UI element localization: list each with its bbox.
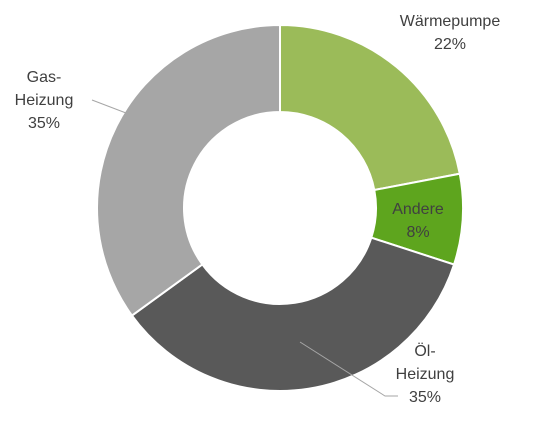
category-label: Gas- Heizung (15, 69, 74, 109)
label-line: Gas- (27, 69, 62, 86)
value-label: 22% (434, 36, 466, 53)
donut-slice (130, 236, 456, 392)
leader-line (299, 341, 398, 397)
value-label: 35% (409, 389, 441, 406)
label-line: Heizung (396, 366, 455, 383)
label-line: Andere (392, 201, 444, 218)
category-label: Andere (392, 201, 444, 218)
value-label: 8% (406, 224, 429, 241)
leader-line (91, 99, 127, 114)
label-line: Wärmepumpe (400, 13, 501, 30)
donut-slice (279, 23, 461, 192)
label-line: Öl- (414, 342, 435, 360)
category-label: Öl- Heizung (396, 342, 455, 383)
category-label: Wärmepumpe (400, 13, 501, 30)
donut-slice (96, 23, 281, 317)
value-label: 35% (28, 115, 60, 132)
label-line: Heizung (15, 92, 74, 109)
